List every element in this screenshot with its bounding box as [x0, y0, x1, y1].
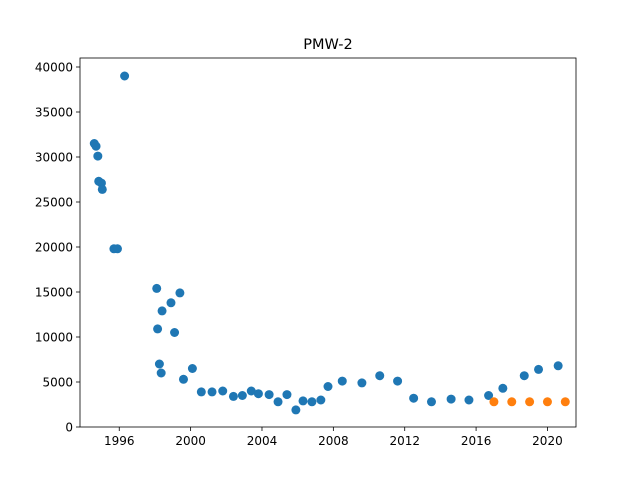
observed-point-37 — [393, 376, 403, 386]
projected-point-2 — [525, 397, 535, 407]
x-tick-label-2004: 2004 — [247, 434, 278, 448]
observed-point-15 — [170, 328, 180, 337]
observed-point-27 — [273, 397, 283, 407]
observed-point-45 — [534, 364, 544, 374]
observed-point-26 — [264, 390, 274, 400]
y-tick-label-20000: 20000 — [35, 240, 73, 254]
observed-point-31 — [307, 397, 317, 407]
observed-point-21 — [218, 386, 228, 396]
observed-point-41 — [464, 395, 474, 405]
observed-point-18 — [187, 364, 197, 373]
y-tick-label-5000: 5000 — [42, 375, 73, 389]
projected-point-0 — [489, 397, 499, 407]
observed-point-9 — [152, 283, 162, 293]
axes-frame — [79, 57, 577, 428]
x-tick-label-2012: 2012 — [389, 434, 420, 448]
observed-point-5 — [97, 184, 107, 194]
observed-point-11 — [154, 359, 164, 369]
observed-point-1 — [91, 141, 101, 151]
observed-point-23 — [237, 391, 247, 400]
observed-point-32 — [316, 395, 326, 405]
observed-point-30 — [298, 396, 308, 406]
x-tick-label-1996: 1996 — [104, 434, 135, 448]
observed-point-16 — [175, 288, 185, 298]
projected-point-1 — [507, 397, 517, 407]
y-tick-label-35000: 35000 — [35, 105, 73, 119]
observed-point-10 — [153, 324, 163, 334]
observed-point-28 — [282, 390, 292, 400]
observed-point-29 — [291, 405, 301, 415]
observed-point-46 — [553, 361, 563, 371]
x-tick-label-2020: 2020 — [532, 434, 563, 448]
x-tick-label-2008: 2008 — [318, 434, 349, 448]
observed-point-43 — [498, 383, 508, 393]
y-tick-label-30000: 30000 — [35, 150, 73, 164]
y-tick-label-10000: 10000 — [35, 330, 73, 344]
observed-point-34 — [337, 376, 347, 386]
plot-area: 1996 2000 2004 2008 2012 2016 2020 0 5000 10000 15… — [35, 57, 577, 448]
observed-point-19 — [196, 387, 206, 397]
observed-point-25 — [253, 389, 263, 399]
observed-point-24 — [246, 386, 256, 396]
observed-point-42 — [484, 391, 494, 400]
y-tick-label-0: 0 — [65, 420, 73, 434]
x-tick-label-2016: 2016 — [461, 434, 492, 448]
x-tick-label-2000: 2000 — [175, 434, 206, 448]
y-tick-label-40000: 40000 — [35, 60, 73, 74]
y-tick-label-15000: 15000 — [35, 285, 73, 299]
observed-point-33 — [323, 382, 333, 391]
observed-point-14 — [166, 298, 176, 308]
observed-point-13 — [157, 306, 167, 316]
observed-point-17 — [178, 374, 188, 384]
observed-point-22 — [228, 391, 238, 401]
observed-point-20 — [207, 387, 217, 397]
observed-point-7 — [112, 244, 122, 254]
observed-point-8 — [120, 71, 130, 81]
chart-title: PMW-2 — [303, 37, 352, 53]
observed-point-39 — [426, 397, 436, 407]
observed-point-2 — [93, 151, 103, 161]
observed-point-36 — [375, 371, 385, 381]
observed-point-35 — [357, 378, 367, 388]
observed-point-44 — [519, 371, 529, 381]
projected-point-3 — [542, 397, 552, 407]
y-tick-label-25000: 25000 — [35, 195, 73, 209]
projected-point-4 — [560, 397, 570, 407]
observed-point-38 — [409, 393, 419, 403]
observed-point-12 — [156, 368, 166, 378]
observed-point-40 — [446, 394, 456, 404]
